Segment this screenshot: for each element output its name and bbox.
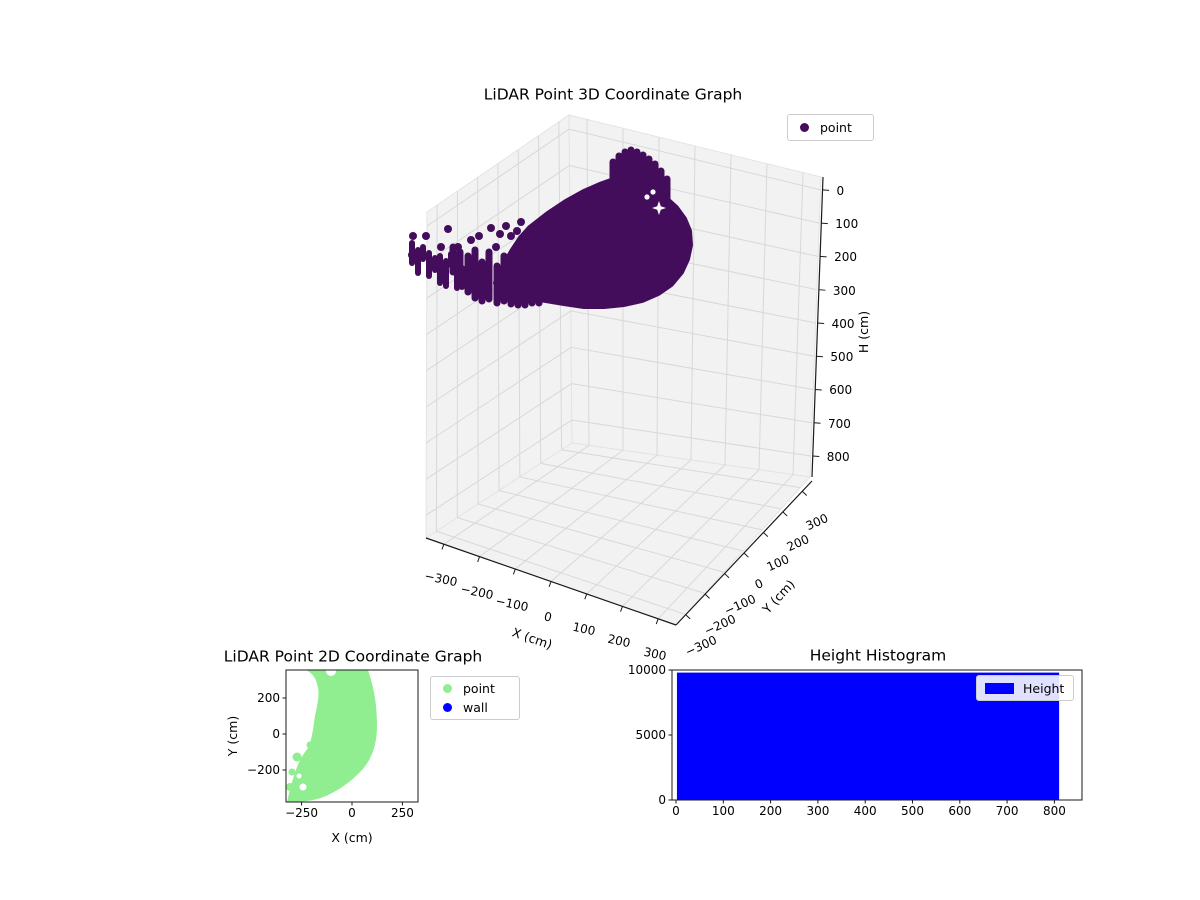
plot3d-h-tick-label: 500 bbox=[830, 350, 854, 365]
histogram-y-tick-label: 0 bbox=[658, 793, 666, 807]
legend-entry-height: Height bbox=[977, 681, 1073, 696]
plot3d-h-tick-label: 300 bbox=[832, 283, 856, 298]
wall-marker-icon bbox=[443, 703, 452, 712]
histogram-x-tick-label: 300 bbox=[806, 804, 830, 818]
plot2d-tick-marks bbox=[282, 697, 403, 806]
legend-label: Height bbox=[1023, 680, 1065, 696]
plot3d-point-cloud bbox=[408, 146, 693, 309]
plot3d-h-tick-label: 600 bbox=[829, 383, 853, 398]
plot3d-h-tick-label: 800 bbox=[826, 450, 850, 464]
point-marker-icon bbox=[443, 684, 452, 693]
legend-label: point bbox=[463, 681, 495, 696]
plot3d-h-tick-label: 200 bbox=[834, 250, 857, 265]
plot3d-legend: point bbox=[787, 114, 874, 141]
legend-entry-wall-2d: wall bbox=[431, 700, 519, 715]
plot2d-y-tick-label: 0 bbox=[272, 727, 280, 741]
crescent-shape bbox=[287, 670, 377, 802]
histogram-x-tick-label: 800 bbox=[1042, 804, 1066, 818]
histogram-x-tick-label: 600 bbox=[948, 804, 972, 818]
plot3d-h-tick-label: 100 bbox=[835, 217, 859, 232]
plot3d-h-axis-label: H (cm) bbox=[855, 310, 871, 354]
plot2d-y-tick-label: −200 bbox=[247, 763, 280, 777]
cloud-gap-star bbox=[652, 201, 666, 215]
histogram-x-tick-label: 500 bbox=[901, 804, 924, 818]
plot2d-y-axis-label: Y (cm) bbox=[224, 715, 240, 757]
height-patch-icon bbox=[985, 682, 1014, 694]
plot3d-h-tick-label: 0 bbox=[836, 183, 845, 198]
histogram-tick-marks bbox=[668, 669, 1055, 804]
histogram-y-tick-label: 10000 bbox=[627, 663, 666, 677]
plot3d-h-tick-label: 700 bbox=[827, 416, 851, 431]
plot2d-x-tick-label: −250 bbox=[285, 806, 319, 820]
plot2d-title: LiDAR Point 2D Coordinate Graph bbox=[223, 647, 483, 666]
plot2d-x-axis-label: X (cm) bbox=[331, 829, 373, 845]
histogram-y-tick-label: 5000 bbox=[635, 728, 666, 742]
histogram-x-tick-label: 200 bbox=[759, 804, 783, 818]
plot2d-x-tick-label: 250 bbox=[390, 806, 414, 820]
plot2d-y-tick-label: 200 bbox=[257, 691, 280, 705]
plot2d-x-tick-label: 0 bbox=[348, 806, 356, 820]
legend-entry-point-2d: point bbox=[431, 681, 519, 696]
legend-label: wall bbox=[463, 700, 488, 715]
plot3d-tick-marks bbox=[441, 189, 830, 625]
point-marker-icon bbox=[800, 123, 809, 132]
histogram-x-tick-label: 0 bbox=[672, 804, 680, 818]
plot2d-legend: point wall bbox=[430, 676, 520, 720]
histogram-legend: Height bbox=[976, 675, 1074, 701]
plot3d-h-tick-label: 400 bbox=[831, 316, 855, 331]
histogram-x-tick-label: 700 bbox=[995, 804, 1019, 818]
histogram-x-tick-label: 100 bbox=[711, 804, 735, 818]
histogram-x-tick-label: 400 bbox=[853, 804, 877, 818]
legend-entry-point-3d: point bbox=[788, 120, 873, 135]
histogram-title: Height Histogram bbox=[809, 646, 947, 665]
legend-label: point bbox=[820, 120, 852, 135]
plot2d-point-cloud bbox=[286, 670, 377, 802]
plot3d-title: LiDAR Point 3D Coordinate Graph bbox=[483, 85, 743, 104]
